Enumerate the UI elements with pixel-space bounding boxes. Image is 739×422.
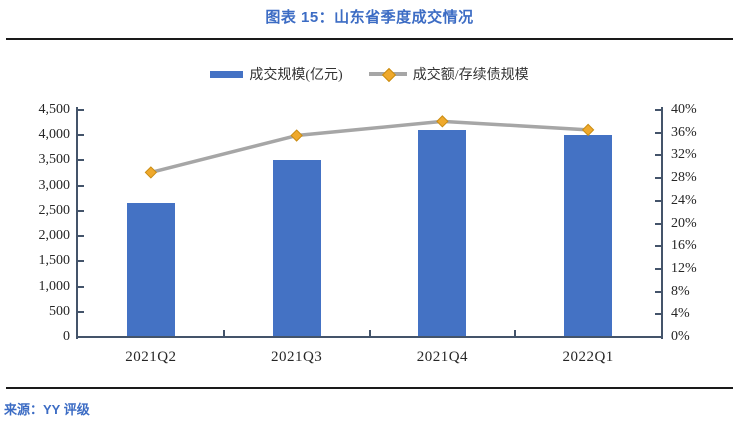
left-axis-tick-label: 4,500 bbox=[38, 102, 71, 117]
source-note: 来源：YY 评级 bbox=[4, 402, 90, 417]
bar-2021Q3 bbox=[272, 160, 321, 337]
right-axis-tick-label: 4% bbox=[671, 306, 690, 322]
left-axis-tick bbox=[78, 109, 84, 111]
bottom-axis-tick bbox=[368, 330, 371, 336]
left-axis-tick bbox=[78, 209, 84, 212]
bar-2022Q1 bbox=[564, 135, 613, 337]
right-axis-tick-label: 32% bbox=[671, 147, 697, 163]
right-axis-tick bbox=[655, 313, 661, 316]
right-axis-tick-label: 0% bbox=[671, 329, 690, 344]
left-axis-tick bbox=[78, 260, 84, 263]
left-axis-tick-label: 1,500 bbox=[38, 253, 71, 269]
right-axis-tick bbox=[655, 290, 661, 293]
chart-legend: 成交规模(亿元) 成交额/存续债规模 bbox=[0, 62, 739, 86]
diamond-marker-icon bbox=[144, 166, 158, 179]
diamond-marker-icon bbox=[436, 115, 449, 128]
legend-item-bar-series: 成交规模(亿元) bbox=[210, 64, 343, 84]
bar-2021Q4 bbox=[418, 130, 467, 337]
right-axis-tick bbox=[655, 267, 661, 270]
left-axis-tick-label: 2,500 bbox=[38, 202, 71, 218]
right-axis-tick bbox=[655, 177, 661, 180]
legend-diamond-marker-icon bbox=[381, 67, 396, 83]
right-axis-tick bbox=[655, 199, 661, 202]
right-axis-line bbox=[661, 107, 663, 339]
left-axis-tick-label: 4,000 bbox=[38, 127, 71, 143]
x-axis-category-label: 2021Q2 bbox=[125, 349, 177, 365]
line-path bbox=[149, 119, 590, 175]
legend-item-line-series: 成交额/存续债规模 bbox=[368, 64, 529, 84]
left-axis-tick bbox=[78, 235, 84, 238]
right-axis-tick bbox=[655, 154, 661, 157]
x-axis-category-label: 2022Q1 bbox=[562, 349, 614, 365]
legend-bar-swatch bbox=[210, 70, 244, 78]
left-axis-tick-label: 3,500 bbox=[38, 152, 71, 168]
diamond-marker-icon bbox=[581, 123, 595, 137]
right-axis-tick bbox=[655, 131, 661, 134]
left-axis-tick bbox=[78, 159, 84, 162]
x-axis-category-label: 2021Q3 bbox=[270, 349, 323, 365]
x-axis-category-label: 2021Q4 bbox=[416, 349, 469, 365]
chart-title: 图表 15：山东省季度成交情况 bbox=[265, 9, 474, 26]
right-axis-tick-label: 20% bbox=[671, 215, 697, 231]
left-axis-tick bbox=[78, 285, 84, 288]
left-axis-tick bbox=[78, 134, 84, 137]
right-axis-tick-label: 12% bbox=[671, 260, 697, 276]
left-axis-tick bbox=[78, 184, 84, 187]
left-axis-tick-label: 500 bbox=[49, 303, 70, 319]
bar-2021Q2 bbox=[126, 203, 175, 337]
left-axis-tick-label: 1,000 bbox=[38, 278, 71, 294]
right-axis-tick-label: 36% bbox=[671, 124, 697, 140]
left-axis-tick bbox=[78, 310, 84, 313]
legend-line-label: 成交额/存续债规模 bbox=[412, 68, 529, 83]
plot-area bbox=[78, 110, 661, 337]
top-divider-line bbox=[6, 38, 733, 40]
ratio-line-series bbox=[144, 115, 595, 179]
diamond-marker-icon bbox=[290, 129, 303, 142]
left-axis-line bbox=[76, 107, 78, 339]
right-axis-tick-label: 8% bbox=[671, 283, 690, 299]
right-axis-tick-label: 24% bbox=[671, 192, 697, 208]
legend-bar-label: 成交规模(亿元) bbox=[249, 68, 343, 83]
left-axis-tick-label: 0 bbox=[63, 329, 70, 344]
left-axis-tick-label: 2,000 bbox=[38, 228, 71, 244]
right-axis-tick-label: 40% bbox=[671, 102, 697, 117]
right-axis-tick bbox=[655, 109, 661, 111]
right-axis-tick bbox=[655, 222, 661, 225]
left-axis-tick-label: 3,000 bbox=[38, 177, 71, 193]
bottom-divider-line bbox=[6, 387, 733, 389]
legend-line-swatch bbox=[368, 67, 407, 83]
bottom-axis-tick bbox=[222, 330, 225, 336]
right-axis-tick-label: 16% bbox=[671, 238, 697, 254]
bottom-axis-tick bbox=[514, 330, 517, 336]
right-axis-tick bbox=[655, 245, 661, 248]
right-axis-tick-label: 28% bbox=[671, 170, 697, 186]
bottom-axis-line bbox=[76, 336, 663, 338]
